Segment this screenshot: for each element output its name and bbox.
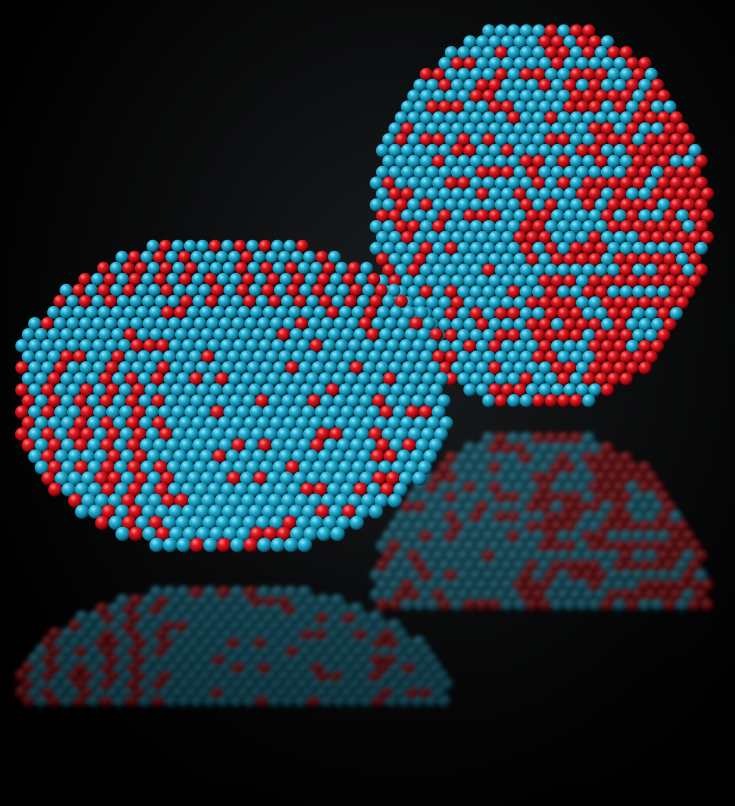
rounded-nanoparticle <box>369 24 715 408</box>
flat-nanoparticle <box>15 239 454 553</box>
floor-fade <box>0 520 735 806</box>
